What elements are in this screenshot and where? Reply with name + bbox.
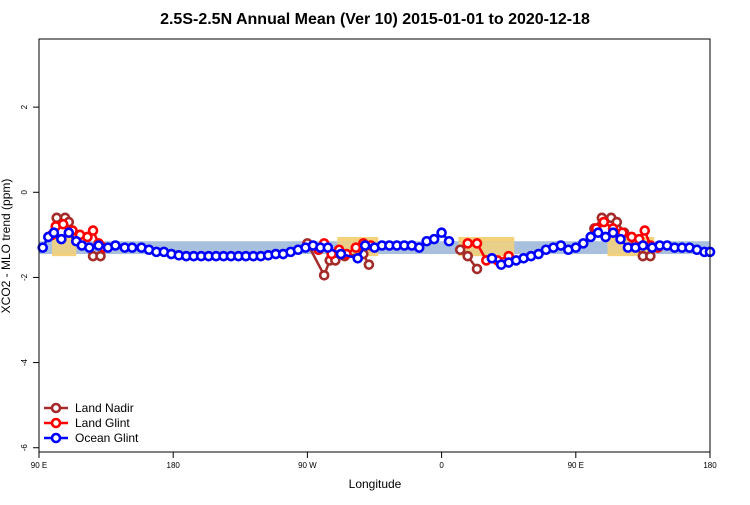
x-axis-label: Longitude bbox=[349, 477, 402, 491]
data-point bbox=[57, 218, 69, 230]
data-point bbox=[600, 231, 611, 243]
chart-title: 2.5S-2.5N Annual Mean (Ver 10) 2015-01-0… bbox=[160, 11, 590, 28]
data-point bbox=[335, 248, 347, 260]
y-tick-label: 0 bbox=[20, 190, 29, 195]
legend-label: Ocean Glint bbox=[75, 431, 139, 445]
data-point bbox=[37, 242, 49, 253]
data-point bbox=[637, 240, 649, 251]
data-point bbox=[322, 242, 334, 253]
data-point bbox=[436, 227, 447, 239]
x-axis: 90 E 180 90 W 0 90 E 180 bbox=[31, 452, 717, 470]
data-point bbox=[615, 233, 626, 245]
legend-label: Land Nadir bbox=[75, 401, 134, 415]
data-point bbox=[570, 242, 582, 253]
plot-frame bbox=[38, 38, 711, 453]
data-point bbox=[350, 242, 362, 253]
legend-marker bbox=[50, 432, 62, 444]
data-point bbox=[443, 235, 455, 247]
y-tick-label: -6 bbox=[20, 444, 29, 452]
data-point bbox=[56, 233, 67, 245]
x-tick-label: 180 bbox=[167, 461, 181, 470]
data-point bbox=[84, 242, 95, 253]
legend-label: Land Glint bbox=[75, 416, 130, 430]
data-point bbox=[471, 263, 483, 275]
data-point bbox=[598, 216, 610, 228]
legend-marker bbox=[50, 417, 62, 429]
x-tick-label: 180 bbox=[703, 461, 717, 470]
data-point bbox=[639, 225, 651, 236]
data-point bbox=[592, 227, 604, 239]
x-tick-label: 0 bbox=[439, 461, 444, 470]
data-point bbox=[363, 259, 375, 270]
data-point bbox=[126, 242, 138, 253]
data-point bbox=[93, 240, 104, 251]
data-point bbox=[533, 248, 544, 260]
series-ocean-glint bbox=[37, 227, 716, 270]
data-point bbox=[87, 225, 99, 236]
data-point bbox=[82, 231, 93, 243]
data-point bbox=[413, 242, 425, 253]
data-point bbox=[359, 240, 371, 251]
data-point bbox=[645, 250, 656, 262]
land-area-overlay bbox=[52, 241, 77, 255]
data-point bbox=[577, 238, 589, 249]
data-point bbox=[471, 238, 483, 249]
x-tick-label: 90 W bbox=[298, 461, 317, 470]
data-point bbox=[462, 238, 473, 249]
y-axis-label: XCO2 - MLO trend (ppm) bbox=[0, 179, 13, 314]
data-point bbox=[462, 250, 473, 262]
data-point bbox=[585, 231, 597, 243]
data-point bbox=[63, 227, 75, 239]
legend-marker bbox=[50, 402, 62, 414]
data-point bbox=[95, 250, 106, 262]
data-point bbox=[110, 240, 121, 251]
series-layer bbox=[37, 212, 716, 281]
x-tick-label: 90 E bbox=[568, 461, 584, 470]
y-tick-label: -4 bbox=[20, 358, 29, 366]
data-point bbox=[318, 270, 330, 281]
y-tick-label: 2 bbox=[20, 104, 29, 109]
data-point bbox=[607, 227, 619, 239]
data-point bbox=[48, 227, 60, 239]
data-point bbox=[454, 244, 466, 256]
data-point bbox=[428, 233, 440, 245]
data-point bbox=[352, 252, 364, 264]
data-point bbox=[555, 240, 567, 251]
y-tick-label: -2 bbox=[20, 273, 29, 281]
x-tick-label: 90 E bbox=[31, 461, 47, 470]
data-point bbox=[486, 252, 498, 264]
y-axis: 2 0 -2 -4 -6 bbox=[20, 104, 39, 451]
